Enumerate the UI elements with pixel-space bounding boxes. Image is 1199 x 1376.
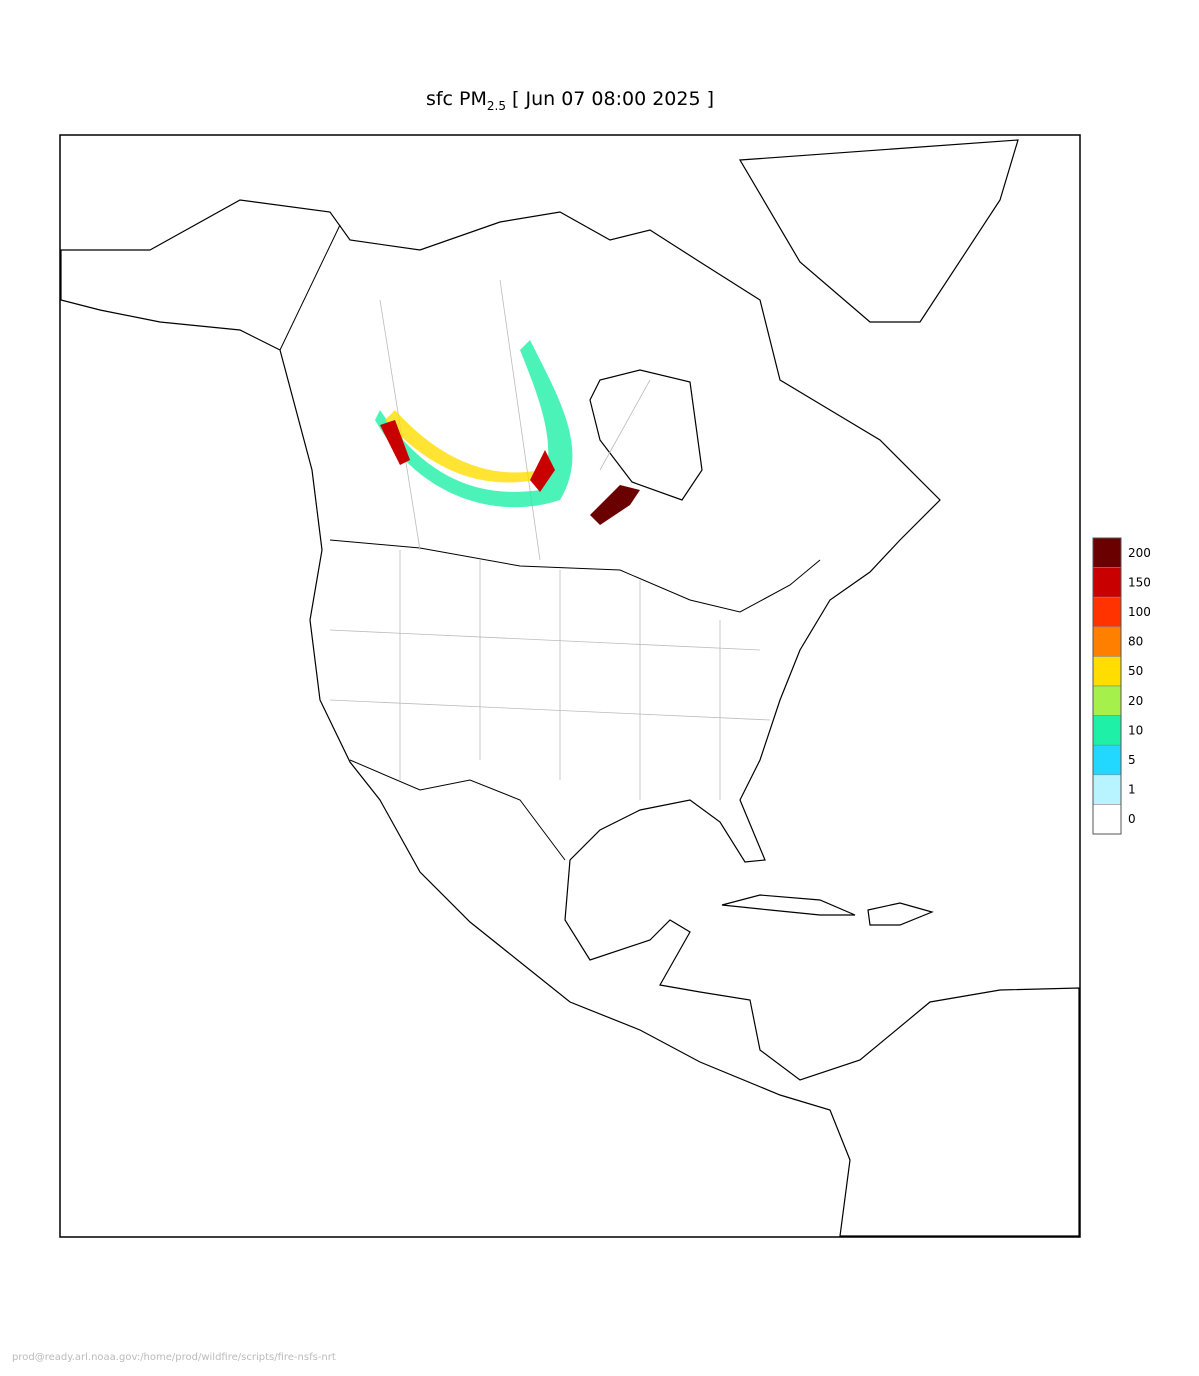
basemap <box>60 139 1080 1237</box>
plume <box>590 485 640 525</box>
hispaniola <box>867 902 934 926</box>
legend-swatch <box>1092 596 1122 628</box>
us-canada-border <box>279 224 821 613</box>
map-frame <box>59 134 1081 1238</box>
title-main: sfc PM <box>425 88 487 110</box>
cuba <box>721 894 856 916</box>
title: sfc PM2.5 [ Jun 07 08:00 2025 ] <box>0 88 1140 113</box>
legend-swatch <box>1092 685 1122 716</box>
legend-swatch <box>1092 567 1122 598</box>
footer: prod@ready.arl.noaa.gov:/home/prod/wildf… <box>12 1352 336 1363</box>
plume <box>375 340 573 508</box>
plume <box>380 420 555 492</box>
smoke-plumes <box>375 340 640 525</box>
north-america <box>60 199 1080 1237</box>
legend-label: 150 <box>1128 575 1151 589</box>
title-rest: [ Jun 07 08:00 2025 ] <box>512 88 715 110</box>
title-subscript: 2.5 <box>486 98 506 113</box>
legend-label: 20 <box>1128 694 1143 708</box>
legend-swatch <box>1092 537 1122 568</box>
legend-swatch <box>1092 744 1122 776</box>
legend-label: 100 <box>1128 605 1151 619</box>
legend-label: 5 <box>1128 753 1136 767</box>
legend-label: 50 <box>1128 664 1143 678</box>
hudson-bay <box>589 369 703 501</box>
legend-swatch <box>1092 656 1122 687</box>
legend-swatch <box>1092 774 1122 805</box>
legend-swatch <box>1092 626 1122 657</box>
legend-frame <box>1092 537 1122 835</box>
legend-label: 0 <box>1128 812 1136 826</box>
legend-swatch <box>1092 715 1122 746</box>
legend-label: 80 <box>1128 635 1143 649</box>
plume <box>385 410 540 483</box>
legend-label: 10 <box>1128 723 1143 737</box>
greenland <box>738 139 1019 323</box>
legend-label: 1 <box>1128 783 1136 797</box>
legend-label: 200 <box>1128 546 1151 560</box>
legend-swatch <box>1092 804 1122 835</box>
us-mexico-border <box>349 759 566 861</box>
